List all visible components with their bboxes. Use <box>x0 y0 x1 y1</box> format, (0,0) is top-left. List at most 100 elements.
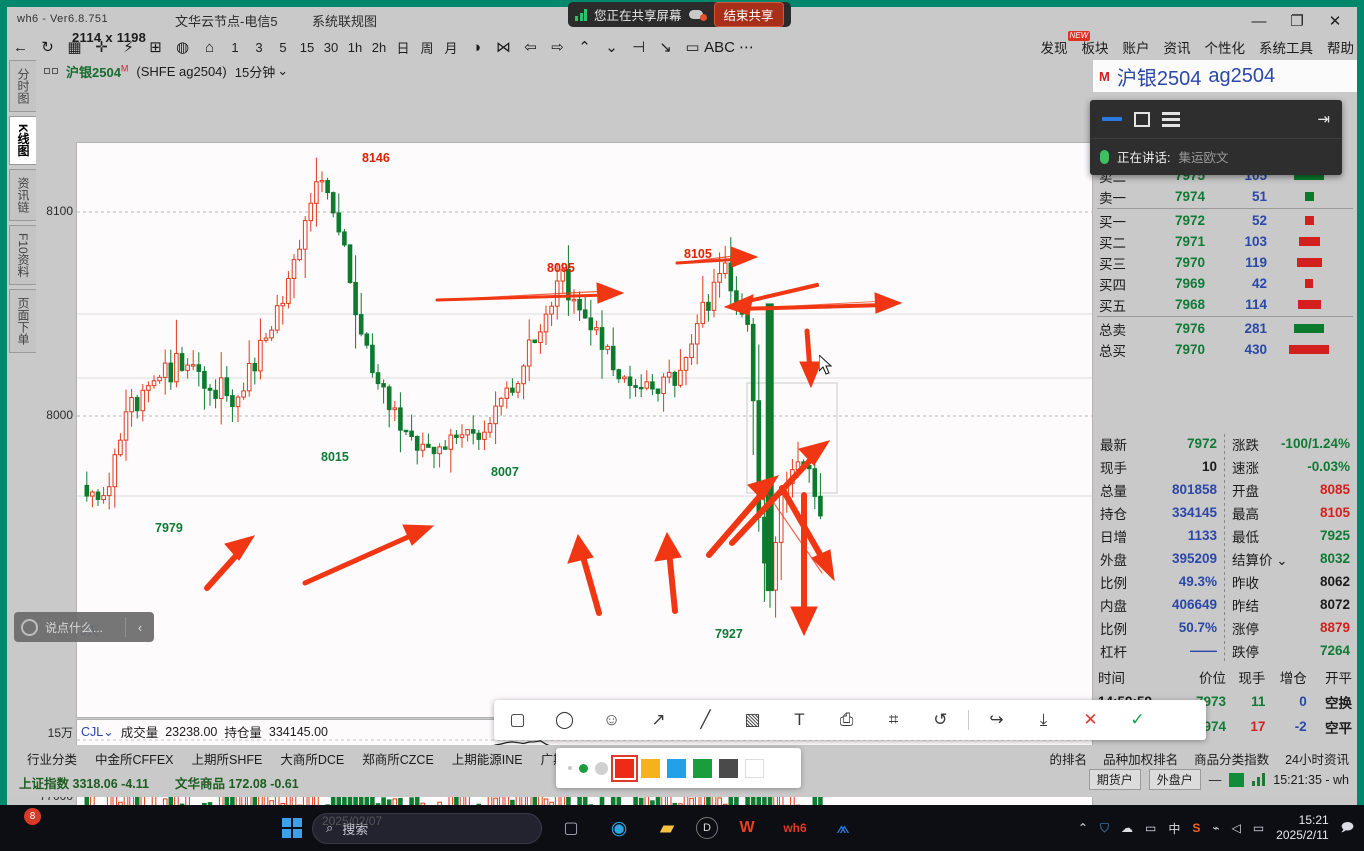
microphone-icon[interactable] <box>1100 149 1109 164</box>
period-month[interactable]: 月 <box>444 40 458 56</box>
line-tool-icon[interactable]: ╱ <box>700 710 711 729</box>
sidebar-item-timeline[interactable]: 分时图 <box>9 60 36 112</box>
order-book-row[interactable]: 买二 7971 103 <box>1093 231 1357 252</box>
exchange-tab[interactable]: 上期所SHFE <box>191 753 263 767</box>
ocr-tool-icon[interactable]: ⌗ <box>888 710 899 729</box>
brush-size-option[interactable] <box>579 763 588 773</box>
alarm-icon[interactable]: ⌂ <box>204 38 215 56</box>
period-15[interactable]: 15 <box>299 39 315 55</box>
more-tools-icon[interactable]: ⋯ <box>739 39 754 56</box>
dell-icon[interactable]: D <box>696 817 718 839</box>
market-index[interactable]: 文华商品 172.08 -0.61 <box>175 773 299 792</box>
emoji-tool-icon[interactable]: ☺ <box>602 710 621 729</box>
period-3[interactable]: 3 <box>255 39 263 55</box>
display-icon[interactable]: ▭ <box>1144 821 1157 835</box>
drag-grip-icon[interactable] <box>44 68 58 74</box>
wh6-app-icon[interactable]: wh6 <box>783 821 807 835</box>
share-icon[interactable]: ↪ <box>989 710 1004 729</box>
battery-icon[interactable]: ▭ <box>1252 821 1265 835</box>
start-button-icon[interactable] <box>282 818 302 838</box>
fit-icon[interactable]: ⊣ <box>631 39 646 56</box>
market-index[interactable]: 上证指数 3318.06 -4.11 <box>19 773 149 792</box>
collapse-icon[interactable]: ‹ <box>137 619 143 635</box>
candlestick-plot[interactable]: 8146 8095 8105 8015 8007 7979 7927 <box>76 142 1093 718</box>
ranking-tab[interactable]: 的排名 <box>1049 753 1088 767</box>
menu-item-account[interactable]: 账户 <box>1122 41 1150 56</box>
cloud-icon[interactable]: ☁ <box>1120 821 1133 835</box>
stamp-tool-icon[interactable]: ⎙ <box>839 710 854 729</box>
refresh-icon[interactable]: ↻ <box>41 39 54 56</box>
order-book-row[interactable]: 总卖 7976 281 <box>1093 318 1357 339</box>
notifications-icon[interactable]: 🗩 <box>1340 819 1354 834</box>
lightning-icon[interactable]: ⚡ <box>123 39 134 56</box>
order-book-row[interactable]: 总买 7970 430 <box>1093 339 1357 360</box>
zoom-out-icon[interactable]: ⌄ <box>605 39 618 56</box>
chart-period-selector[interactable]: 15分钟 ⌄ <box>234 63 289 80</box>
menu-item-discover[interactable]: 发现 NEW <box>1040 31 1091 56</box>
globe-icon[interactable]: ◍ <box>175 39 190 56</box>
color-swatch[interactable] <box>719 758 738 778</box>
color-swatch[interactable] <box>641 758 660 778</box>
exchange-tab[interactable]: 郑商所CZCE <box>362 753 434 767</box>
trendline-icon[interactable]: ↘ <box>659 39 672 56</box>
scroll-right-icon[interactable]: ⇨ <box>551 39 564 56</box>
collapse-arrow-icon[interactable]: ⇥ <box>1317 111 1330 128</box>
foreign-account-button[interactable]: 外盘户 <box>1148 769 1201 790</box>
tray-expand-icon[interactable]: ⌃ <box>1077 821 1088 835</box>
color-swatch[interactable] <box>693 758 712 778</box>
menu-item-personalize[interactable]: 个性化 <box>1204 41 1246 56</box>
close-icon[interactable]: ✕ <box>1328 13 1342 30</box>
color-swatch[interactable] <box>611 754 638 782</box>
taskbar-clock[interactable]: 15:21 2025/2/11 <box>1276 813 1329 843</box>
period-1h[interactable]: 1h <box>347 39 363 55</box>
text-tool-icon[interactable]: T <box>794 710 805 729</box>
color-swatch[interactable] <box>745 758 764 778</box>
menu-list-icon[interactable] <box>1162 111 1180 127</box>
confirm-icon[interactable]: ✓ <box>1130 710 1145 729</box>
sidebar-item-kline[interactable]: K线图 <box>9 116 36 165</box>
crosshair-icon[interactable]: ✛ <box>95 39 108 56</box>
split-view-icon[interactable]: ◑ <box>471 38 482 56</box>
minimize-bar-icon[interactable] <box>1102 117 1122 121</box>
maximize-icon[interactable]: ❐ <box>1290 13 1304 30</box>
minimize-icon[interactable]: — <box>1251 12 1267 30</box>
period-day[interactable]: 日 <box>396 40 410 56</box>
save-icon[interactable]: ⤓ <box>1039 710 1048 729</box>
period-30[interactable]: 30 <box>323 39 339 55</box>
period-2h[interactable]: 2h <box>371 39 387 55</box>
edge-icon[interactable]: ◉ <box>610 817 628 839</box>
wifi-icon[interactable]: ⌁ <box>1212 821 1220 835</box>
taskview-icon[interactable]: ▢ <box>563 820 579 837</box>
arrow-tool-icon[interactable]: ↗ <box>651 710 666 729</box>
brush-size-option[interactable] <box>568 766 572 770</box>
color-swatch[interactable] <box>667 758 686 778</box>
undo-icon[interactable]: ↺ <box>933 710 948 729</box>
ranking-tab[interactable]: 商品分类指数 <box>1194 753 1270 767</box>
wps-icon[interactable]: W <box>739 819 755 836</box>
end-share-button[interactable]: 结束共享 <box>713 2 784 27</box>
cancel-icon[interactable]: ✕ <box>1083 710 1098 729</box>
rect-tool-icon[interactable]: ▢ <box>509 710 526 729</box>
period-week[interactable]: 周 <box>420 40 434 56</box>
comment-hint-chip[interactable]: 说点什么... ‹ <box>14 612 154 642</box>
mosaic-tool-icon[interactable]: ▧ <box>744 710 761 729</box>
period-1[interactable]: 1 <box>231 39 239 55</box>
rectangle-icon[interactable]: ▭ <box>685 39 700 56</box>
compare-icon[interactable]: ⋈ <box>496 39 511 56</box>
ranking-tab[interactable]: 24小时资讯 <box>1285 753 1349 767</box>
menu-item-system-tools[interactable]: 系统工具 <box>1259 41 1313 56</box>
menu-item-news[interactable]: 资讯 <box>1163 41 1191 56</box>
exchange-tab[interactable]: 中金所CFFEX <box>95 753 174 767</box>
order-book-row[interactable]: 买四 7969 42 <box>1093 273 1357 294</box>
grid-layout-icon[interactable]: ▦ <box>67 39 82 56</box>
period-5[interactable]: 5 <box>279 39 287 55</box>
ranking-tab[interactable]: 品种加权排名 <box>1103 753 1179 767</box>
text-tool-icon[interactable]: ABC <box>704 38 735 56</box>
order-book-row[interactable]: 买五 7968 114 <box>1093 294 1357 315</box>
shield-icon[interactable]: ⛉ <box>1099 820 1109 835</box>
scroll-left-icon[interactable]: ⇦ <box>524 39 537 56</box>
sogou-icon[interactable]: S <box>1192 821 1201 835</box>
search-input[interactable]: ⌕ 搜索 <box>312 812 542 844</box>
brush-size-option[interactable] <box>595 761 608 775</box>
volume-indicator-selector[interactable]: CJL⌄ <box>81 725 114 739</box>
